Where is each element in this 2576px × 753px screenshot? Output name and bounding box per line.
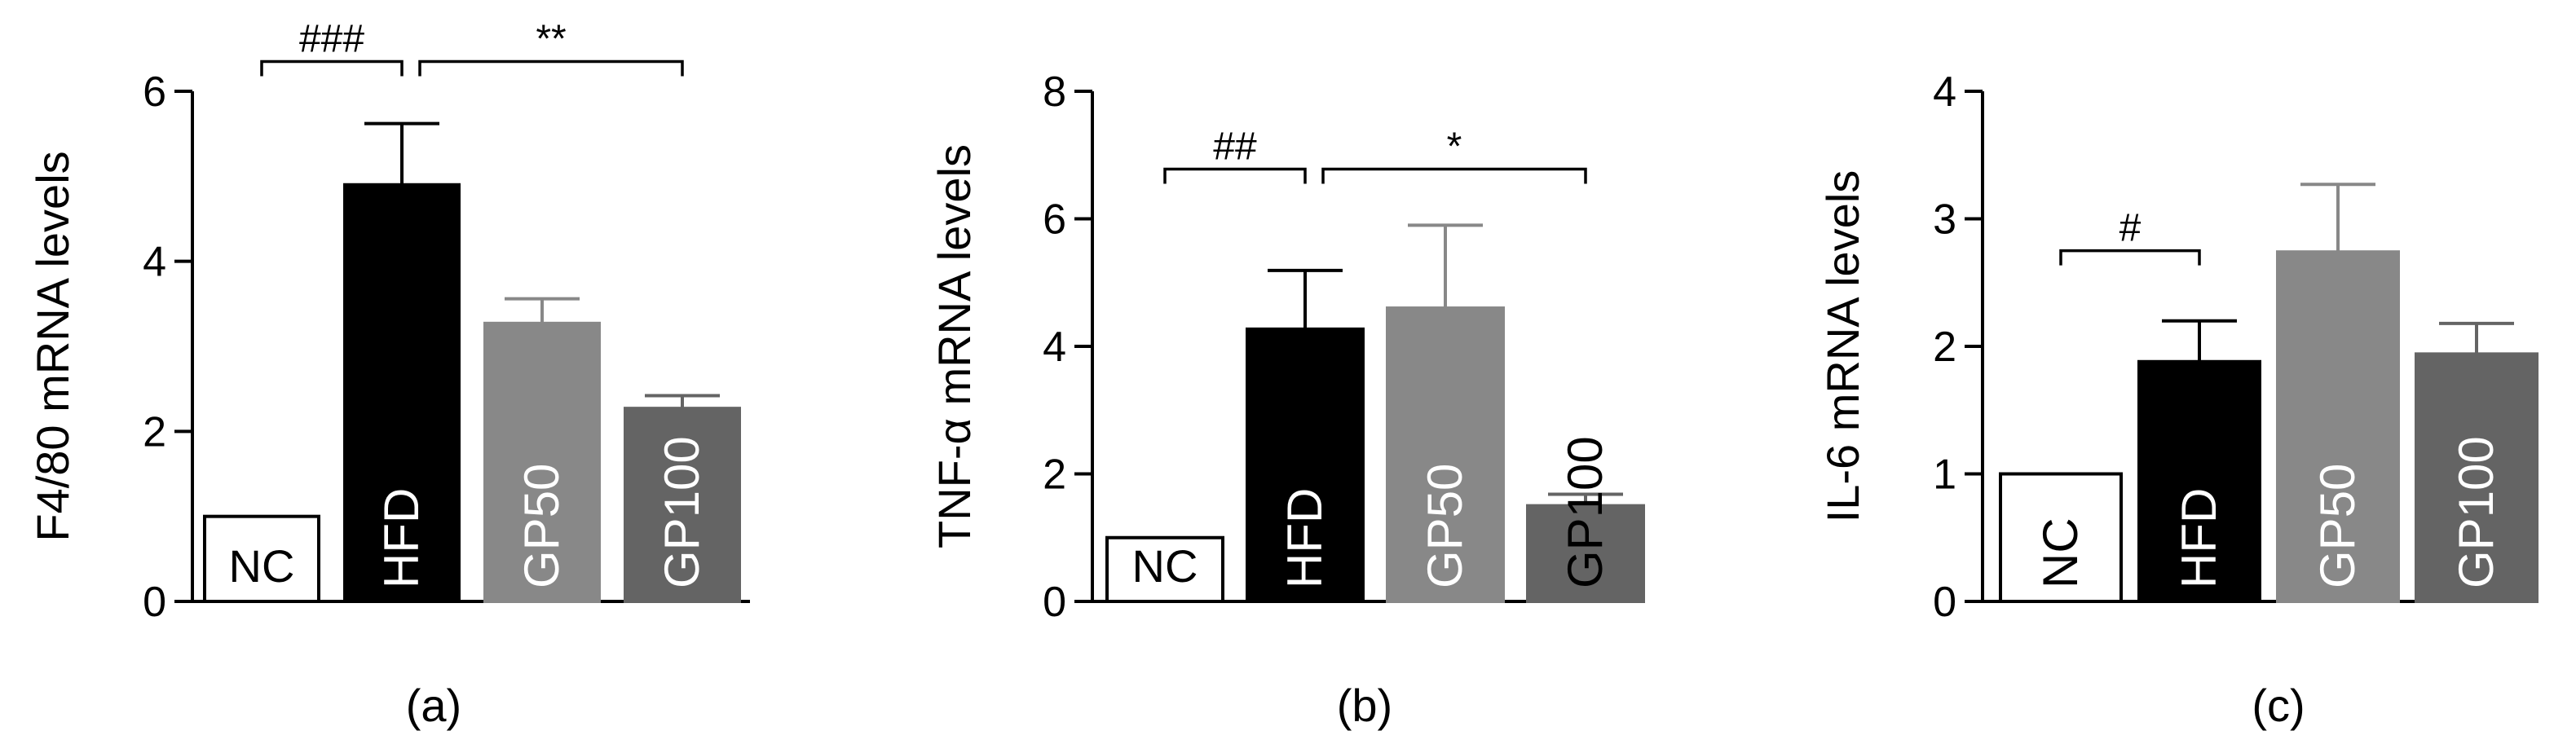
significance-label: ###	[299, 17, 364, 60]
category-label: GP50	[2310, 464, 2365, 588]
category-label: GP100	[2449, 436, 2503, 588]
y-tick-label: 0	[1043, 579, 1066, 626]
y-axis-label: TNF-α mRNA levels	[929, 144, 980, 548]
bar-hfd	[2137, 359, 2261, 603]
y-axis-label: IL-6 mRNA levels	[1817, 170, 1868, 523]
bar-hfd	[343, 183, 461, 603]
y-tick-label: 0	[143, 579, 166, 626]
bar-nc	[1999, 472, 2123, 603]
chart-panel-1: 0 2 4 6 F4/80 mRNA levels NC HFD GP50 GP100 ### **…	[27, 17, 750, 731]
y-tick-label: 1	[1933, 451, 1956, 499]
y-tick-label: 2	[1043, 451, 1066, 499]
significance-label: #	[2119, 207, 2142, 250]
bar-gp50	[483, 321, 601, 603]
category-label: GP100	[655, 436, 709, 588]
category-label: NC	[2033, 517, 2088, 588]
y-tick-label: 3	[1933, 196, 1956, 244]
category-label: HFD	[1277, 488, 1332, 588]
category-label: NC	[1132, 540, 1198, 592]
y-tick-label: 6	[1043, 196, 1066, 244]
y-tick-label: 6	[143, 68, 166, 116]
category-label: NC	[229, 540, 295, 592]
panel-label: (c)	[2252, 680, 2305, 731]
bar-gp50	[1386, 306, 1505, 603]
y-tick-label: 2	[1933, 324, 1956, 371]
panel-label: (a)	[406, 680, 461, 731]
category-label: HFD	[2172, 488, 2226, 588]
bar-gp50	[2276, 250, 2400, 603]
bar-hfd	[1246, 327, 1365, 603]
significance-bracket	[418, 59, 684, 77]
category-label: HFD	[374, 488, 429, 588]
significance-bracket	[260, 59, 404, 77]
significance-bracket	[2059, 249, 2201, 266]
chart-panel-3: 0 1 2 3 4 IL-6 mRNA levels NC HFD GP50 GP100 # (c)	[1817, 68, 2539, 731]
significance-label: *	[1447, 125, 1462, 168]
bar-gp100	[1526, 504, 1645, 603]
y-tick-label: 0	[1933, 579, 1956, 626]
y-tick-label: 4	[1933, 68, 1956, 116]
category-label: GP100	[1558, 436, 1612, 588]
y-tick-label: 4	[1043, 324, 1066, 371]
panel-label: (b)	[1337, 680, 1392, 731]
category-label: GP50	[1418, 464, 1472, 588]
category-label: GP50	[514, 464, 569, 588]
significance-bracket	[1163, 167, 1307, 184]
y-tick-label: 2	[143, 408, 166, 456]
significance-label: ##	[1213, 125, 1257, 168]
bar-nc	[1105, 535, 1224, 603]
significance-bracket	[1321, 167, 1587, 184]
significance-label: **	[536, 17, 566, 60]
y-tick-label: 8	[1043, 68, 1066, 116]
y-axis-label: F4/80 mRNA levels	[27, 151, 78, 541]
bar-gp100	[624, 407, 741, 603]
y-tick-label: 4	[143, 239, 166, 286]
bar-nc	[203, 514, 320, 604]
bar-gp100	[2415, 352, 2539, 603]
chart-panel-2: 0 2 4 6 8 TNF-α mRNA levels NC HFD GP50 GP100 ## * (…	[929, 68, 1645, 731]
